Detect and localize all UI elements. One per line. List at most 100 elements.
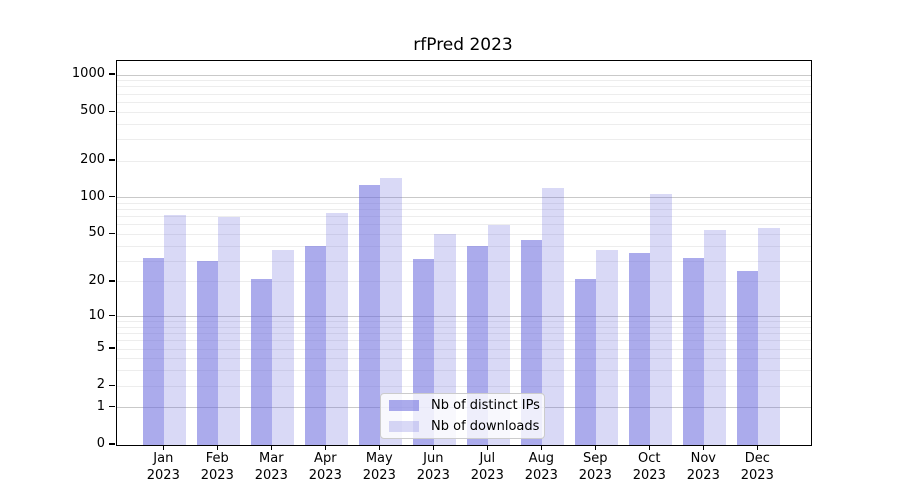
bar-distinct-ips-mar — [250, 279, 273, 445]
y-tick-label-0: 0 — [96, 436, 105, 451]
y-tick-mark-0 — [109, 443, 115, 445]
bar-distinct-ips-nov — [682, 257, 705, 445]
gridline-minor-600 — [117, 101, 811, 103]
bar-downloads-mar — [272, 250, 294, 445]
y-tick-mark-500 — [109, 110, 115, 112]
gridline-minor-500 — [117, 111, 811, 113]
bars-layer — [117, 61, 811, 445]
bar-downloads-sep — [596, 250, 618, 445]
gridline-minor-20 — [117, 281, 811, 283]
legend-item-distinct-ips: Nb of distinct IPs — [389, 397, 540, 414]
y-tick-mark-1000 — [109, 73, 115, 75]
y-tick-label-1: 1 — [96, 398, 105, 414]
x-tick-label-nov: Nov 2023 — [686, 451, 720, 483]
bar-downloads-nov — [704, 230, 726, 445]
x-tick-mark-sep — [594, 445, 596, 451]
y-tick-label-100: 100 — [80, 188, 105, 204]
x-tick-label-feb: Feb 2023 — [200, 451, 234, 483]
y-tick-label-1000: 1000 — [71, 66, 105, 82]
x-tick-label-jan: Jan 2023 — [146, 451, 180, 483]
x-tick-mark-dec — [756, 445, 758, 451]
gridline-major-1000 — [117, 74, 811, 76]
x-tick-label-sep: Sep 2023 — [578, 451, 612, 483]
x-tick-mark-jun — [432, 445, 434, 451]
x-tick-label-jul: Jul 2023 — [470, 451, 504, 483]
gridline-minor-5 — [117, 348, 811, 350]
bar-downloads-jan — [164, 215, 186, 445]
bar-downloads-jul — [488, 224, 510, 445]
y-tick-mark-50 — [109, 232, 115, 235]
gridline-minor-90 — [117, 202, 811, 204]
gridline-minor-8 — [117, 326, 811, 328]
gridline-minor-800 — [117, 86, 811, 88]
gridline-minor-7 — [117, 333, 811, 335]
gridline-minor-50 — [117, 233, 811, 235]
gridline-minor-6 — [117, 340, 811, 342]
x-tick-label-mar: Mar 2023 — [254, 451, 288, 483]
bar-distinct-ips-dec — [736, 270, 759, 445]
x-tick-label-dec: Dec 2023 — [740, 451, 774, 483]
bar-downloads-dec — [758, 227, 780, 445]
gridline-minor-40 — [117, 245, 811, 247]
gridline-minor-700 — [117, 93, 811, 95]
x-tick-mark-oct — [648, 445, 650, 451]
gridline-major-10 — [117, 316, 811, 318]
bar-distinct-ips-may — [358, 185, 381, 445]
y-tick-mark-200 — [109, 159, 115, 161]
y-tick-label-5: 5 — [96, 340, 105, 356]
gridline-minor-80 — [117, 209, 811, 211]
y-tick-mark-5 — [109, 347, 115, 349]
y-tick-label-10: 10 — [88, 307, 105, 323]
bar-downloads-feb — [218, 217, 240, 445]
gridline-minor-4 — [117, 358, 811, 360]
gridline-minor-200 — [117, 160, 811, 162]
y-tick-mark-100 — [109, 196, 115, 198]
y-tick-mark-1 — [109, 406, 115, 408]
legend: Nb of distinct IPs Nb of downloads — [380, 393, 545, 439]
bar-distinct-ips-jan — [142, 257, 165, 445]
bar-downloads-jun — [434, 234, 456, 445]
chart-title: rfPred 2023 — [413, 35, 513, 55]
plot-area — [116, 60, 812, 446]
x-tick-mark-nov — [702, 445, 704, 451]
gridline-minor-300 — [117, 138, 811, 140]
x-tick-label-oct: Oct 2023 — [632, 451, 666, 483]
legend-label: Nb of distinct IPs — [431, 398, 540, 413]
legend-swatch-distinct-ips — [389, 400, 419, 411]
x-tick-mark-jul — [486, 445, 488, 451]
gridline-major-100 — [117, 197, 811, 199]
bar-downloads-may — [380, 178, 402, 445]
y-tick-mark-20 — [109, 280, 115, 282]
legend-item-downloads: Nb of downloads — [389, 418, 539, 435]
x-tick-label-may: May 2023 — [362, 451, 396, 483]
gridline-minor-3 — [117, 370, 811, 372]
legend-label: Nb of downloads — [431, 419, 540, 434]
gridline-minor-70 — [117, 216, 811, 218]
y-tick-label-500: 500 — [80, 103, 105, 119]
x-tick-mark-mar — [270, 445, 272, 451]
y-tick-label-2: 2 — [96, 377, 105, 393]
y-tick-mark-2 — [109, 384, 115, 386]
gridline-minor-900 — [117, 80, 811, 82]
gridlines-layer — [117, 61, 811, 445]
x-tick-mark-feb — [216, 445, 218, 451]
legend-swatch-downloads — [389, 421, 419, 432]
y-tick-label-50: 50 — [88, 225, 105, 241]
x-tick-mark-aug — [540, 445, 542, 451]
bar-downloads-oct — [650, 193, 672, 445]
x-tick-label-apr: Apr 2023 — [308, 451, 342, 483]
x-tick-label-jun: Jun 2023 — [416, 451, 450, 483]
y-tick-label-200: 200 — [80, 152, 105, 167]
bar-distinct-ips-feb — [196, 261, 219, 445]
gridline-minor-30 — [117, 260, 811, 262]
x-tick-mark-jan — [162, 445, 164, 451]
gridline-minor-400 — [117, 123, 811, 125]
bar-downloads-aug — [542, 188, 564, 445]
bar-distinct-ips-sep — [574, 279, 597, 445]
gridline-minor-2 — [117, 385, 811, 387]
bar-distinct-ips-apr — [304, 246, 327, 445]
gridline-minor-60 — [117, 224, 811, 226]
gridline-minor-9 — [117, 321, 811, 323]
bar-downloads-apr — [326, 213, 348, 445]
